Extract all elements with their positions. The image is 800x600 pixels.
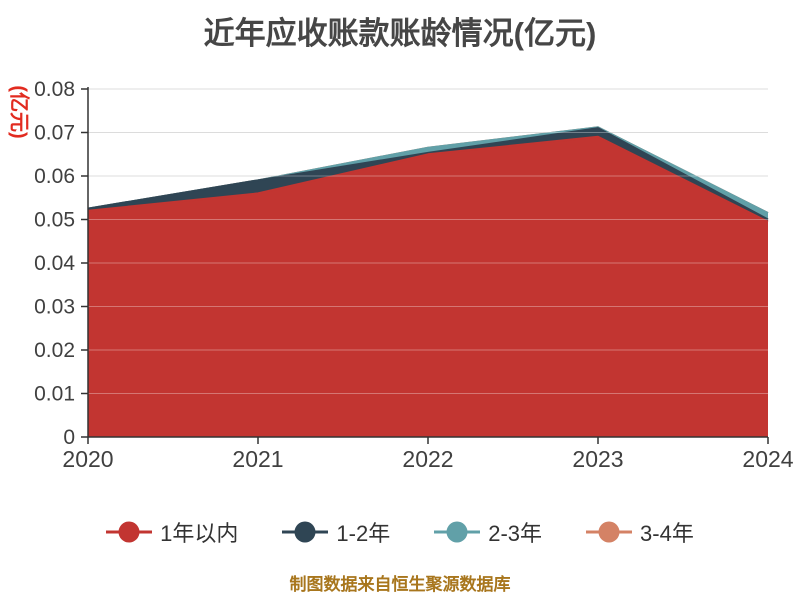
line-series-1-2年 (87, 127, 769, 221)
area-chart-canvas: 0 0.01 0.02 0.03 0.04 0.05 0.06 0.07 0.08 2020 202… (34, 78, 794, 472)
legend: 1年以内 1-2年 2-3年 3-4年 (0, 516, 800, 548)
legend-item-2-3年[interactable]: 2-3年 (434, 516, 542, 548)
legend-marker-circle (118, 521, 140, 543)
legend-item-1-2年[interactable]: 1-2年 (282, 516, 390, 548)
y-tick-label-0.02: 0.02 (34, 339, 75, 362)
chart-title: 近年应收账款账龄情况(亿元) (203, 16, 597, 51)
legend-marker-icon (106, 521, 153, 543)
x-tick-label-2024: 2024 (742, 446, 793, 472)
y-tick-label-0.05: 0.05 (34, 209, 75, 232)
legend-marker-icon (434, 521, 481, 543)
legend-marker-icon (586, 521, 633, 543)
y-tick-label-0.08: 0.08 (34, 78, 75, 101)
legend-label: 1年以内 (160, 521, 239, 546)
y-tick-label-0.06: 0.06 (34, 165, 75, 188)
y-axis-unit-label: (亿元) (7, 85, 30, 139)
x-tick-label-2022: 2022 (402, 446, 453, 472)
legend-label: 2-3年 (488, 521, 543, 546)
legend-label: 1-2年 (336, 521, 391, 546)
x-tick-label-2021: 2021 (232, 446, 283, 472)
y-tick-label-0.04: 0.04 (34, 252, 75, 275)
area-series-1年以内 (88, 136, 768, 438)
x-tick-label-2023: 2023 (572, 446, 623, 472)
legend-item-3-4年[interactable]: 3-4年 (586, 516, 694, 548)
legend-marker-circle (598, 521, 620, 543)
x-tick-label-2020: 2020 (62, 446, 113, 472)
legend-item-1年以内[interactable]: 1年以内 (106, 516, 238, 548)
line-series-1年以内 (87, 135, 769, 223)
legend-marker-circle (294, 521, 316, 543)
y-tick-label-0: 0 (63, 426, 75, 449)
y-tick-label-0.01: 0.01 (34, 383, 75, 406)
y-tick-label-0.03: 0.03 (34, 296, 75, 319)
data-source-note: 制图数据来自恒生聚源数据库 (289, 575, 511, 594)
y-tick-label-0.07: 0.07 (34, 122, 75, 145)
legend-marker-circle (446, 521, 468, 543)
legend-marker-icon (282, 521, 329, 543)
legend-label: 3-4年 (640, 521, 694, 546)
